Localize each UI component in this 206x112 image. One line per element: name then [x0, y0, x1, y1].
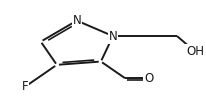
- Text: O: O: [144, 72, 154, 85]
- Text: OH: OH: [186, 45, 204, 58]
- Text: N: N: [73, 14, 81, 27]
- Text: N: N: [109, 30, 117, 43]
- Text: F: F: [21, 80, 28, 94]
